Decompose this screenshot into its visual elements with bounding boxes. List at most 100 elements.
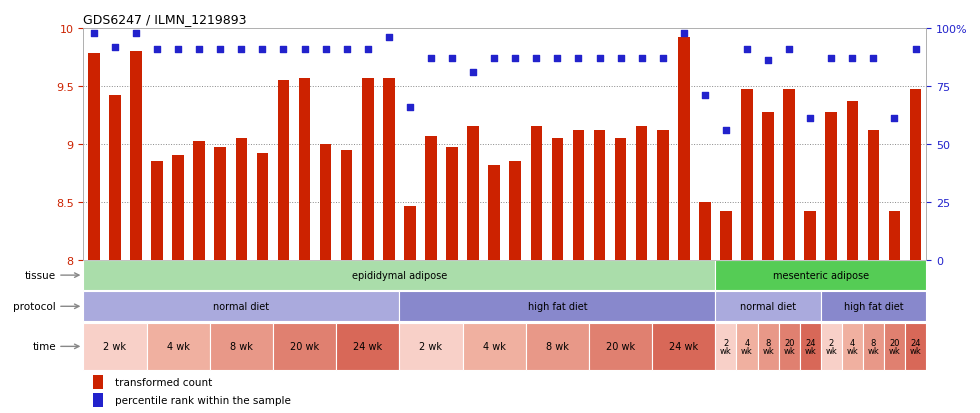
- Bar: [572, 131, 584, 260]
- Bar: [589, 323, 653, 370]
- Bar: [862, 323, 884, 370]
- Bar: [778, 323, 800, 370]
- Bar: [525, 323, 589, 370]
- Point: [107, 44, 122, 51]
- Point: [86, 30, 102, 37]
- Bar: [820, 323, 842, 370]
- Text: 8
wk: 8 wk: [867, 338, 879, 355]
- Bar: [783, 90, 795, 260]
- Bar: [83, 292, 400, 321]
- Bar: [889, 211, 901, 260]
- Bar: [715, 292, 821, 321]
- Text: 20 wk: 20 wk: [606, 342, 635, 351]
- Text: normal diet: normal diet: [740, 301, 796, 311]
- Bar: [909, 90, 921, 260]
- Point: [655, 56, 670, 62]
- Bar: [404, 207, 416, 260]
- Point: [171, 46, 186, 53]
- Bar: [805, 211, 816, 260]
- Point: [570, 56, 586, 62]
- Point: [381, 35, 397, 41]
- Point: [803, 116, 818, 122]
- Bar: [362, 78, 373, 260]
- Text: mesenteric adipose: mesenteric adipose: [772, 271, 869, 280]
- Point: [444, 56, 460, 62]
- Bar: [510, 162, 521, 260]
- Bar: [552, 139, 563, 260]
- Text: high fat diet: high fat diet: [527, 301, 587, 311]
- Point: [739, 46, 755, 53]
- Bar: [842, 323, 862, 370]
- Bar: [88, 55, 100, 260]
- Point: [528, 56, 544, 62]
- Point: [360, 46, 375, 53]
- Bar: [210, 323, 272, 370]
- Text: 24
wk: 24 wk: [805, 338, 816, 355]
- Bar: [151, 162, 163, 260]
- Bar: [272, 323, 336, 370]
- Bar: [867, 131, 879, 260]
- Text: percentile rank within the sample: percentile rank within the sample: [115, 395, 290, 405]
- Point: [128, 30, 144, 37]
- Bar: [130, 52, 142, 260]
- Bar: [800, 323, 821, 370]
- Bar: [678, 38, 690, 260]
- Text: 24 wk: 24 wk: [353, 342, 382, 351]
- Bar: [257, 154, 269, 260]
- Bar: [215, 148, 226, 260]
- Bar: [594, 131, 606, 260]
- Bar: [762, 113, 774, 260]
- Point: [339, 46, 355, 53]
- Bar: [93, 375, 103, 389]
- Text: 2
wk: 2 wk: [825, 338, 837, 355]
- Bar: [341, 150, 353, 260]
- Text: tissue: tissue: [24, 271, 56, 280]
- Bar: [277, 81, 289, 260]
- Bar: [906, 323, 926, 370]
- Point: [592, 56, 608, 62]
- Point: [550, 56, 565, 62]
- Text: 8 wk: 8 wk: [230, 342, 253, 351]
- Point: [318, 46, 333, 53]
- Bar: [715, 323, 737, 370]
- Text: normal diet: normal diet: [214, 301, 270, 311]
- Bar: [172, 156, 184, 260]
- Bar: [699, 202, 710, 260]
- Bar: [400, 323, 463, 370]
- Text: high fat diet: high fat diet: [844, 301, 904, 311]
- Point: [612, 56, 628, 62]
- Text: 4 wk: 4 wk: [167, 342, 189, 351]
- Bar: [737, 323, 758, 370]
- Text: 20
wk: 20 wk: [783, 338, 795, 355]
- Text: 24
wk: 24 wk: [909, 338, 921, 355]
- Text: 20 wk: 20 wk: [290, 342, 319, 351]
- Bar: [93, 393, 103, 407]
- Text: epididymal adipose: epididymal adipose: [352, 271, 447, 280]
- Text: 4
wk: 4 wk: [741, 338, 753, 355]
- Bar: [530, 127, 542, 260]
- Text: protocol: protocol: [13, 301, 56, 311]
- Point: [887, 116, 903, 122]
- Point: [634, 56, 650, 62]
- Text: 2 wk: 2 wk: [104, 342, 126, 351]
- Point: [676, 30, 692, 37]
- Text: 4 wk: 4 wk: [483, 342, 506, 351]
- Bar: [657, 131, 668, 260]
- Bar: [758, 323, 778, 370]
- Text: 4
wk: 4 wk: [847, 338, 858, 355]
- Bar: [319, 145, 331, 260]
- Bar: [193, 142, 205, 260]
- Bar: [235, 139, 247, 260]
- Bar: [383, 78, 395, 260]
- Bar: [653, 323, 715, 370]
- Bar: [299, 78, 311, 260]
- Point: [275, 46, 291, 53]
- Point: [423, 56, 439, 62]
- Bar: [884, 323, 906, 370]
- Point: [402, 104, 417, 111]
- Bar: [820, 292, 926, 321]
- Point: [191, 46, 207, 53]
- Bar: [83, 261, 715, 290]
- Point: [865, 56, 881, 62]
- Bar: [720, 211, 732, 260]
